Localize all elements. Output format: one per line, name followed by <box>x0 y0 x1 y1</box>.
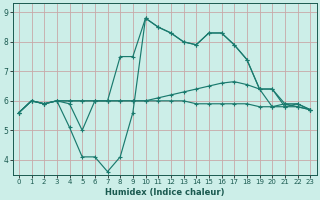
X-axis label: Humidex (Indice chaleur): Humidex (Indice chaleur) <box>105 188 224 197</box>
